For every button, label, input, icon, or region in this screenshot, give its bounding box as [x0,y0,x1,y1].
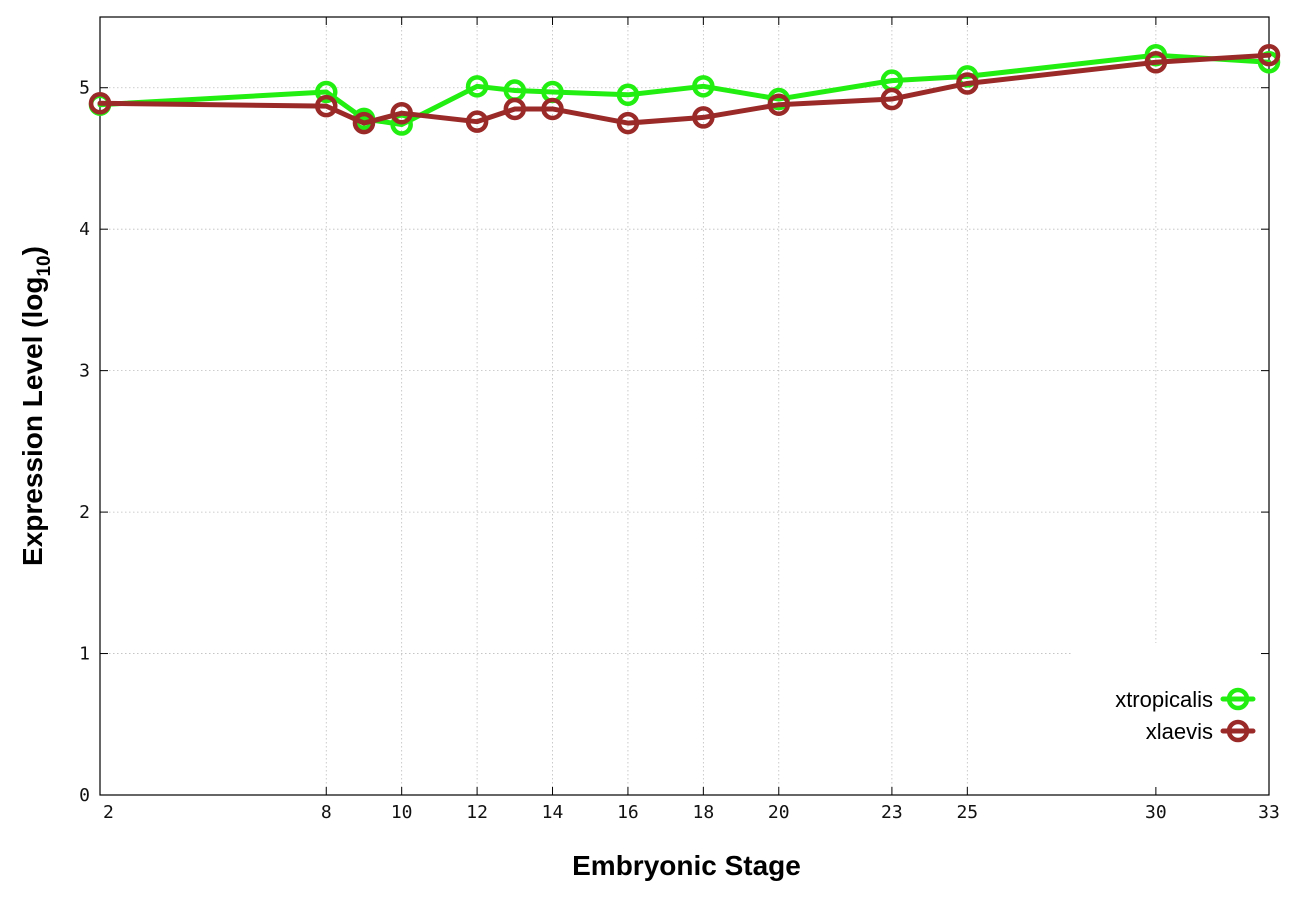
data-point-xlaevis [465,110,489,133]
data-point-xlaevis [315,94,338,118]
data-point-xtropicalis [616,83,640,107]
data-point-xlaevis [1257,43,1281,67]
x-tick-label: 12 [466,802,488,823]
data-point-xtropicalis [315,80,338,104]
plot-frame [99,16,1270,796]
y-axis-title: Expression Level (log10) [17,246,55,566]
data-point-xlaevis [767,93,791,116]
x-tick-label: 8 [321,802,332,823]
data-point-xlaevis [541,97,564,121]
x-tick-label: 16 [617,802,639,823]
legend-marker [1226,687,1250,711]
x-tick-label: 23 [881,802,903,823]
y-axis-title-suffix: ) [17,246,48,255]
legend: xtropicalis xlaevis [1115,687,1256,744]
series-line-xlaevis [97,52,1272,126]
data-point-xtropicalis [465,75,489,98]
legend-label: xtropicalis [1115,687,1213,712]
data-point-xlaevis [352,111,376,135]
x-tick-label: 2 [103,802,114,823]
series-line-xtropicalis [97,52,1272,128]
x-tick-label: 14 [542,802,564,823]
y-tick-label: 1 [79,644,90,665]
data-point-xlaevis [956,72,979,95]
legend-entry-xtropicalis: xtropicalis [1115,687,1256,712]
series-xlaevis [88,43,1281,135]
data-point-xlaevis [88,92,112,115]
x-tick-label: 33 [1258,802,1280,823]
legend-label: xlaevis [1146,719,1213,744]
legend-entry-xlaevis: xlaevis [1146,719,1256,744]
y-axis-title-subscript: 10 [34,255,55,276]
y-tick-label: 5 [79,78,90,99]
series-layer [88,43,1281,136]
y-tick-label: 3 [79,361,90,382]
x-tick-label: 18 [693,802,715,823]
data-point-xlaevis [880,87,904,111]
data-point-xlaevis [1144,51,1168,74]
x-tick-label: 10 [391,802,413,823]
legend-marker [1226,719,1250,743]
grid [101,18,1268,794]
y-tick-label: 4 [79,219,90,240]
y-tick-label: 2 [79,502,90,523]
data-point-xlaevis [616,111,640,135]
x-axis-title: Embryonic Stage [572,850,801,881]
y-tick-label: 0 [79,785,90,806]
x-tick-label: 30 [1145,802,1167,823]
data-point-xlaevis [503,97,527,121]
data-point-xlaevis [390,101,413,125]
x-tick-label: 20 [768,802,790,823]
data-point-xlaevis [692,106,715,129]
x-tick-label: 25 [956,802,978,823]
y-axis-title-prefix: Expression Level (log [17,277,48,566]
data-point-xtropicalis [692,75,715,98]
